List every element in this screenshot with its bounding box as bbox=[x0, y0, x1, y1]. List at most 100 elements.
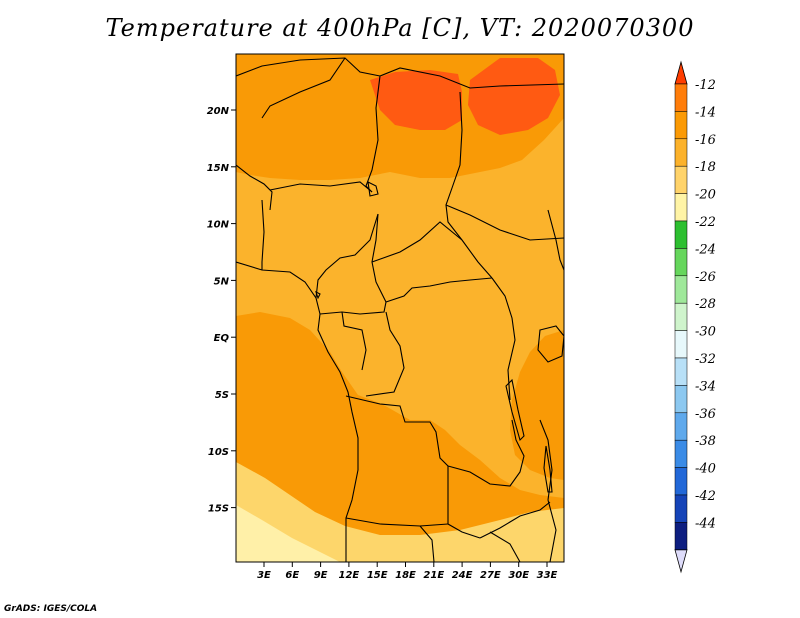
border-cameroon-gabon bbox=[319, 301, 387, 315]
band-14-16-south bbox=[236, 312, 564, 562]
border-namibia-botswana bbox=[419, 525, 435, 562]
border-zambia-zimbabwe bbox=[479, 501, 551, 539]
colorbar-label: -12 bbox=[695, 78, 716, 93]
temperature-field bbox=[236, 54, 564, 562]
colorbar-swatch bbox=[674, 357, 688, 386]
border-nigeria-cameroon bbox=[315, 213, 379, 299]
bioko-island bbox=[315, 290, 321, 300]
border-drc-angola bbox=[345, 395, 449, 486]
border-mali-niger bbox=[261, 57, 346, 119]
band-12-14-east bbox=[468, 58, 560, 135]
colorbar-label: -42 bbox=[695, 489, 716, 504]
lake-victoria bbox=[537, 325, 564, 363]
colorbar-label: -40 bbox=[695, 462, 716, 477]
border-zambia-drc bbox=[447, 419, 525, 487]
country-borders bbox=[236, 57, 564, 562]
border-botswana-zimbabwe bbox=[489, 531, 521, 562]
colorbar-label: -38 bbox=[695, 434, 716, 449]
band-14-16-east bbox=[510, 330, 564, 480]
colorbar-label: -14 bbox=[695, 105, 716, 120]
border-mali-burkina bbox=[236, 164, 273, 211]
latitude-axis: 20N 15N 10N 5N EQ 5S 10S 15S bbox=[207, 106, 236, 515]
border-congo-drc bbox=[365, 311, 405, 397]
colorbar: -12 -14 -16 -18 -20 -22 -24 -26 -28 -30 -32 -34 -36 -… bbox=[674, 60, 716, 574]
colorbar-swatch bbox=[674, 467, 688, 496]
border-chad-niger bbox=[365, 75, 381, 193]
lat-tick-label: 15S bbox=[208, 504, 229, 515]
colorbar-swatch bbox=[674, 138, 688, 167]
colorbar-swatch bbox=[674, 494, 688, 523]
colorbar-swatch bbox=[674, 330, 688, 359]
border-tanzania-malawi bbox=[539, 419, 553, 501]
border-sudan-south bbox=[445, 204, 564, 241]
lat-tick-label: 15N bbox=[207, 163, 230, 174]
lon-tick-label: 21E bbox=[423, 570, 444, 581]
border-mozambique bbox=[547, 499, 557, 562]
lake-tanganyika bbox=[505, 378, 525, 442]
lat-tick-label: EQ bbox=[214, 333, 230, 344]
colorbar-label: -28 bbox=[695, 297, 716, 312]
lon-tick-label: 9E bbox=[314, 570, 328, 581]
border-niger-nigeria bbox=[269, 181, 373, 193]
colorbar-swatch bbox=[674, 439, 688, 468]
colorbar-label: -30 bbox=[695, 325, 716, 340]
colorbar-top-arrow bbox=[674, 60, 688, 85]
colorbar-swatch bbox=[674, 111, 688, 140]
lon-tick-label: 24E bbox=[452, 570, 473, 581]
map-frame bbox=[235, 53, 565, 563]
border-drc-uganda bbox=[491, 277, 516, 401]
lake-malawi bbox=[543, 445, 553, 493]
colorbar-label: -16 bbox=[695, 133, 716, 148]
colorbar-swatch bbox=[674, 83, 688, 112]
lon-tick-label: 30E bbox=[508, 570, 529, 581]
colorbar-label: -18 bbox=[695, 160, 716, 175]
border-angola-zambia bbox=[447, 486, 481, 539]
colorbar-label: -44 bbox=[695, 516, 716, 531]
map-title: Temperature at 400hPa [C], VT: 202007030… bbox=[105, 14, 695, 42]
lat-tick-label: 5S bbox=[215, 390, 229, 401]
lon-tick-label: 6E bbox=[285, 570, 299, 581]
colorbar-swatch bbox=[674, 522, 688, 551]
band-12-14-west bbox=[370, 70, 462, 130]
colorbar-swatch bbox=[674, 193, 688, 222]
colorbar-label: -20 bbox=[695, 188, 716, 203]
border-angola-namibia bbox=[345, 517, 449, 527]
colorbar-swatch bbox=[674, 165, 688, 194]
lon-tick-label: 12E bbox=[339, 570, 360, 581]
band-20-22 bbox=[236, 505, 340, 562]
colorbar-label: -22 bbox=[695, 215, 716, 230]
colorbar-label: -32 bbox=[695, 352, 716, 367]
lat-tick-label: 10S bbox=[208, 447, 229, 458]
border-gabon-congo bbox=[341, 311, 367, 371]
border-ethiopia bbox=[547, 209, 564, 271]
longitude-axis: 3E 6E 9E 12E 15E 18E 21E 24E 27E 30E 33E bbox=[257, 562, 558, 581]
colorbar-bottom-arrow bbox=[674, 549, 688, 574]
lat-tick-label: 10N bbox=[207, 220, 230, 231]
lat-tick-label: 5N bbox=[214, 276, 230, 287]
lon-tick-label: 18E bbox=[395, 570, 416, 581]
lake-chad bbox=[367, 181, 379, 197]
lat-tick-label: 20N bbox=[207, 106, 230, 117]
colorbar-swatch bbox=[674, 275, 688, 304]
lon-tick-label: 33E bbox=[537, 570, 558, 581]
colorbar-swatch bbox=[674, 302, 688, 331]
colorbar-swatch bbox=[674, 412, 688, 441]
colorbar-swatch bbox=[674, 220, 688, 249]
lon-tick-label: 3E bbox=[257, 570, 271, 581]
border-car-drc bbox=[385, 277, 493, 303]
grads-credit: GrADS: IGES/COLA bbox=[4, 604, 98, 614]
colorbar-label: -34 bbox=[695, 379, 716, 394]
border-nigeria-benin bbox=[261, 199, 265, 270]
border-libya-niger bbox=[379, 67, 564, 89]
border-algeria-niger bbox=[236, 57, 381, 77]
coastline-west bbox=[236, 261, 359, 562]
colorbar-swatch bbox=[674, 385, 688, 414]
colorbar-swatch bbox=[674, 248, 688, 277]
colorbar-label: -26 bbox=[695, 270, 716, 285]
colorbar-label: -36 bbox=[695, 407, 716, 422]
lon-tick-label: 27E bbox=[480, 570, 501, 581]
colorbar-label: -24 bbox=[695, 242, 716, 257]
border-chad-car bbox=[371, 221, 463, 263]
lon-tick-label: 15E bbox=[367, 570, 388, 581]
